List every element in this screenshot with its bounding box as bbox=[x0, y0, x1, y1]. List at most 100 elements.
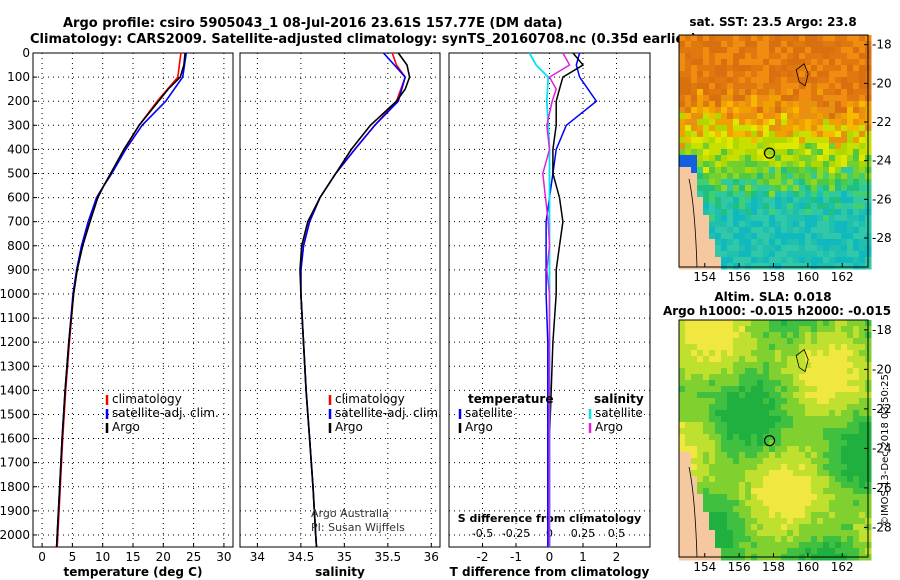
sla-map-cell bbox=[709, 392, 716, 399]
sla-map-cell bbox=[763, 476, 770, 483]
sla-map-cell bbox=[739, 530, 746, 537]
sla-map-cell bbox=[733, 446, 740, 453]
sla-map-cell bbox=[685, 530, 692, 537]
sst-map-cell bbox=[697, 179, 704, 186]
sst-map-cell bbox=[697, 167, 704, 174]
sla-map-cell bbox=[847, 320, 854, 327]
sst-map-cell bbox=[697, 257, 704, 264]
sla-map-cell bbox=[787, 464, 794, 471]
sla-map-cell bbox=[745, 392, 752, 399]
diff-xtick-label: 2 bbox=[613, 550, 621, 564]
sst-map-cell bbox=[835, 191, 842, 198]
sst-map-cell bbox=[775, 125, 782, 132]
depth-tick-label: 1000 bbox=[0, 287, 30, 301]
sla-map-cell bbox=[727, 356, 734, 363]
sst-map-cell bbox=[739, 77, 746, 84]
sst-map-cell bbox=[703, 53, 710, 60]
sst-map-cell bbox=[721, 41, 728, 48]
sst-map-cell bbox=[853, 119, 860, 126]
sla-map-cell bbox=[811, 344, 818, 351]
sst-map-cell bbox=[685, 155, 692, 162]
sst-map-cell bbox=[703, 155, 710, 162]
sla-map-cell bbox=[697, 506, 704, 513]
sla-map-cell bbox=[823, 326, 830, 333]
sst-map-cell bbox=[847, 251, 854, 258]
sst-map-cell bbox=[721, 125, 728, 132]
sst-map-cell bbox=[781, 113, 788, 120]
sst-map-cell bbox=[715, 179, 722, 186]
sla-map-cell bbox=[733, 500, 740, 507]
sla-map-cell bbox=[715, 374, 722, 381]
sst-map-cell bbox=[793, 65, 800, 72]
sst-map-cell bbox=[781, 47, 788, 54]
sst-map-cell bbox=[811, 197, 818, 204]
sla-map-cell bbox=[859, 452, 866, 459]
sla-map-cell bbox=[685, 380, 692, 387]
sst-map-cell bbox=[769, 221, 776, 228]
sla-map-cell bbox=[745, 542, 752, 549]
sst-map-cell bbox=[769, 215, 776, 222]
sst-map-cell bbox=[745, 71, 752, 78]
sla-map-cell bbox=[787, 440, 794, 447]
diff-xtick-label: 1 bbox=[579, 550, 587, 564]
sla-map-cell bbox=[739, 452, 746, 459]
sst-map-cell bbox=[817, 185, 824, 192]
sla-map-cell bbox=[853, 422, 860, 429]
sla-map-cell bbox=[757, 434, 764, 441]
sla-map-cell bbox=[793, 476, 800, 483]
sst-map-cell bbox=[715, 215, 722, 222]
sla-map-cell bbox=[715, 488, 722, 495]
sla-map-cell bbox=[811, 386, 818, 393]
sla-map-cell bbox=[721, 482, 728, 489]
sst-map-cell bbox=[817, 107, 824, 114]
sst-map-cell bbox=[721, 143, 728, 150]
sst-map-cell bbox=[751, 65, 758, 72]
depth-tick-label: 1800 bbox=[0, 480, 30, 494]
sla-map-cell bbox=[739, 380, 746, 387]
sla-map-cell bbox=[679, 500, 686, 507]
sla-map-cell bbox=[745, 350, 752, 357]
sla-map-cell bbox=[835, 512, 842, 519]
sst-map-cell bbox=[703, 119, 710, 126]
sst-map-cell bbox=[745, 185, 752, 192]
depth-tick-label: 300 bbox=[7, 118, 30, 132]
sst-map-cell bbox=[769, 113, 776, 120]
sst-map-cell bbox=[697, 221, 704, 228]
sst-map-cell bbox=[763, 107, 770, 114]
sst-map-cell bbox=[775, 221, 782, 228]
sla-map-cell bbox=[769, 434, 776, 441]
sst-map-cell bbox=[769, 107, 776, 114]
sla-map-cell bbox=[799, 542, 806, 549]
sst-map-cell bbox=[685, 107, 692, 114]
sst-map-cell bbox=[709, 83, 716, 90]
sla-map-cell bbox=[679, 482, 686, 489]
sla-map-cell bbox=[715, 506, 722, 513]
sst-map-cell bbox=[775, 245, 782, 252]
sla-map-cell bbox=[817, 416, 824, 423]
sst-map-cell bbox=[793, 173, 800, 180]
sst-map-cell bbox=[733, 215, 740, 222]
sst-map-cell bbox=[775, 89, 782, 96]
sla-map-cell bbox=[691, 530, 698, 537]
sla-map-cell bbox=[811, 548, 818, 555]
sla-map-cell bbox=[775, 500, 782, 507]
sla-map-cell bbox=[733, 530, 740, 537]
sla-map-subtitle: Argo h1000: -0.015 h2000: -0.015 bbox=[663, 304, 891, 318]
sst-map-cell bbox=[709, 53, 716, 60]
sla-map-cell bbox=[751, 494, 758, 501]
sla-map-cell bbox=[853, 518, 860, 525]
sst-map-cell bbox=[751, 89, 758, 96]
sst-map-cell bbox=[697, 161, 704, 168]
sla-map-cell bbox=[751, 512, 758, 519]
depth-tick-label: 900 bbox=[7, 263, 30, 277]
sla-map-cell bbox=[703, 326, 710, 333]
sla-map-cell bbox=[721, 416, 728, 423]
sla-map-cell bbox=[817, 410, 824, 417]
sla-map-cell bbox=[859, 470, 866, 477]
sla-map-cell bbox=[703, 470, 710, 477]
sst-map-cell bbox=[841, 257, 848, 264]
sla-map-cell bbox=[745, 326, 752, 333]
sla-map-cell bbox=[727, 518, 734, 525]
sla-map-cell bbox=[697, 548, 704, 555]
sla-map-cell bbox=[811, 338, 818, 345]
